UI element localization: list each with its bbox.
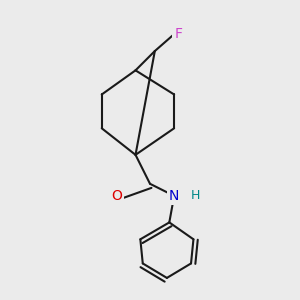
Text: O: O (111, 189, 122, 203)
Text: N: N (169, 189, 179, 203)
Text: F: F (174, 27, 182, 41)
Text: H: H (191, 189, 200, 203)
